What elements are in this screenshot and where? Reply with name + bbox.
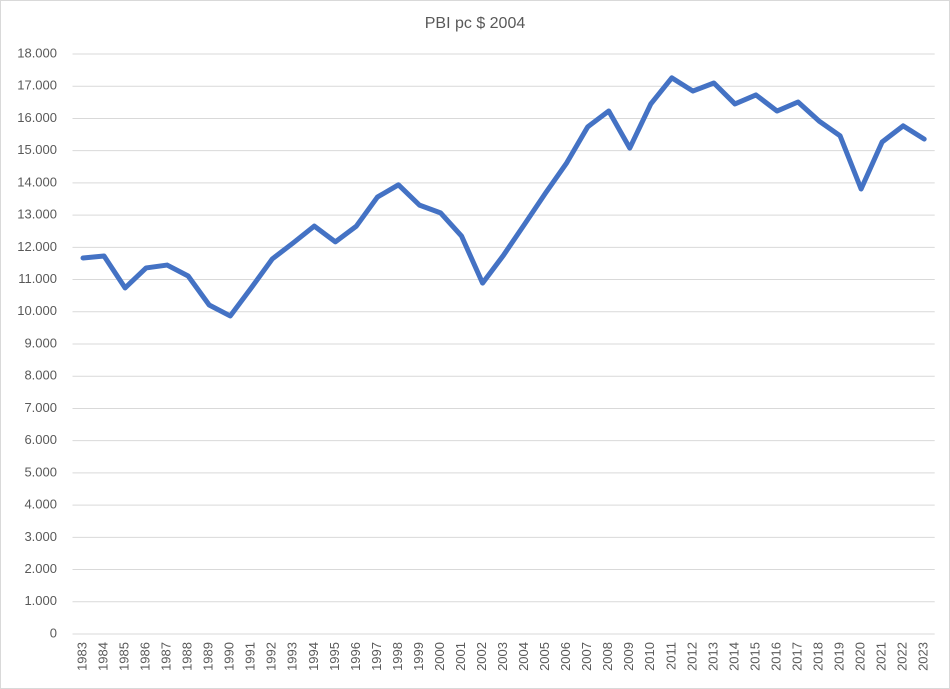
x-tick-label: 1989 [201, 642, 216, 671]
x-tick-label: 2007 [579, 642, 594, 671]
y-tick-label: 0 [50, 625, 57, 640]
x-tick-label: 2006 [558, 642, 573, 671]
x-tick-label: 2012 [684, 642, 699, 671]
y-tick-label: 4.000 [24, 497, 57, 512]
y-tick-label: 11.000 [18, 271, 57, 286]
y-tick-label: 17.000 [17, 78, 57, 93]
x-tick-label: 1999 [411, 642, 426, 671]
x-tick-label: 1988 [180, 642, 195, 671]
x-tick-label: 2017 [789, 642, 804, 671]
y-tick-label: 8.000 [24, 368, 57, 383]
y-tick-label: 9.000 [24, 335, 57, 350]
x-tick-label: 1993 [285, 642, 300, 671]
chart-title: PBI pc $ 2004 [425, 15, 526, 32]
x-tick-label: 2018 [810, 642, 825, 671]
x-tick-label: 2008 [600, 642, 615, 671]
y-tick-label: 15.000 [17, 142, 57, 157]
y-tick-label: 7.000 [24, 400, 57, 415]
x-tick-label: 2005 [537, 642, 552, 671]
x-tick-label: 2001 [453, 642, 468, 671]
y-tick-label: 10.000 [17, 303, 57, 318]
x-tick-label: 1997 [369, 642, 384, 671]
x-tick-label: 2016 [768, 642, 783, 671]
data-line [80, 75, 927, 319]
x-tick-label: 2000 [432, 642, 447, 671]
x-tick-label: 2019 [832, 642, 847, 671]
x-tick-label: 1984 [95, 642, 110, 671]
y-tick-label: 1.000 [24, 593, 57, 608]
y-tick-label: 2.000 [24, 561, 57, 576]
y-tick-label: 14.000 [17, 174, 57, 189]
x-tick-label: 1990 [222, 642, 237, 671]
x-tick-label: 2002 [474, 642, 489, 671]
x-tick-label: 1995 [327, 642, 342, 671]
x-tick-label: 2014 [726, 642, 741, 671]
x-tick-label: 2022 [895, 642, 910, 671]
x-tick-label: 2023 [916, 642, 931, 671]
y-tick-label: 3.000 [24, 529, 57, 544]
y-tick-label: 18.000 [17, 45, 57, 60]
x-tick-label: 1985 [117, 642, 132, 671]
y-tick-label: 6.000 [24, 432, 57, 447]
x-tick-label: 1992 [264, 642, 279, 671]
x-tick-label: 1986 [138, 642, 153, 671]
y-tick-label: 13.000 [17, 207, 57, 222]
x-tick-label: 1983 [74, 642, 89, 671]
x-tick-label: 2015 [747, 642, 762, 671]
x-tick-label: 2011 [663, 642, 678, 670]
y-tick-label: 5.000 [24, 464, 57, 479]
x-tick-label: 1987 [159, 642, 174, 671]
x-tick-label: 1994 [306, 642, 321, 671]
x-tick-label: 1991 [243, 642, 258, 671]
x-tick-label: 1998 [390, 642, 405, 671]
x-tick-label: 1996 [348, 642, 363, 671]
x-tick-label: 2010 [642, 642, 657, 671]
x-tick-label: 2009 [621, 642, 636, 671]
x-tick-label: 2021 [874, 642, 889, 671]
y-tick-label: 16.000 [17, 110, 57, 125]
y-tick-label: 12.000 [17, 239, 57, 254]
x-tick-label: 2013 [705, 642, 720, 671]
x-tick-label: 2004 [516, 642, 531, 671]
x-tick-label: 2003 [495, 642, 510, 671]
x-tick-label: 2020 [853, 642, 868, 671]
